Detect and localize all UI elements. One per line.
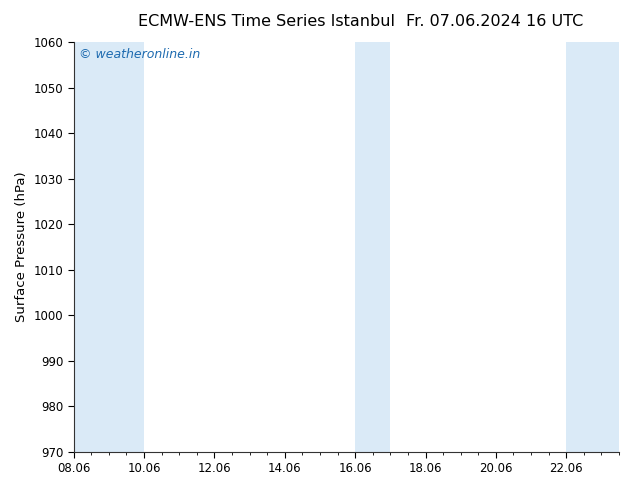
Bar	[109, 42, 144, 452]
Text: © weatheronline.in: © weatheronline.in	[79, 48, 200, 61]
Bar	[355, 42, 391, 452]
Text: ECMW-ENS Time Series Istanbul: ECMW-ENS Time Series Istanbul	[138, 14, 395, 29]
Bar	[566, 42, 619, 452]
Text: Fr. 07.06.2024 16 UTC: Fr. 07.06.2024 16 UTC	[406, 14, 583, 29]
Y-axis label: Surface Pressure (hPa): Surface Pressure (hPa)	[15, 172, 28, 322]
Bar	[74, 42, 109, 452]
